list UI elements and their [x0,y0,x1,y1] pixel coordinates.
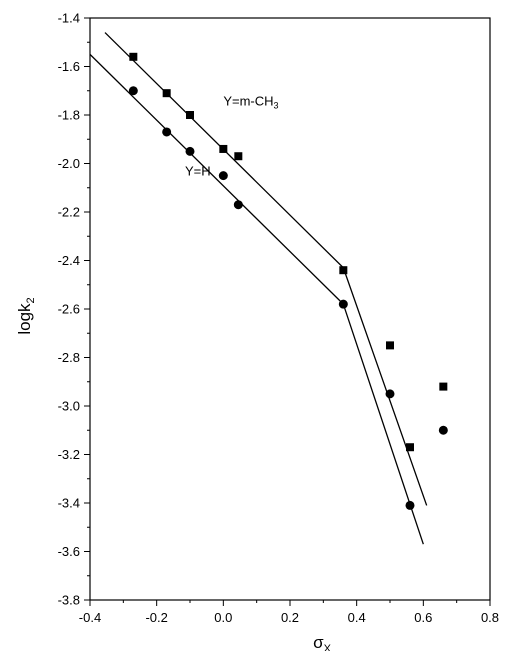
square-point [439,382,448,391]
x-tick-label: -0.2 [145,610,167,625]
circle-point [405,500,415,510]
square-point [234,152,243,161]
squares-fit-line [342,267,428,506]
y-tick-label: -2.0 [58,156,80,171]
x-tick-label: 0.4 [348,610,366,625]
y-tick-label: -3.4 [58,496,80,511]
x-tick-label: 0.2 [281,610,299,625]
x-tick-label: -0.4 [79,610,101,625]
square-point [129,52,138,61]
circle-point [162,127,172,137]
squares-series-label: Y=m-CH3 [223,93,278,110]
circles-series-label: Y=H [185,164,211,179]
plot-border [89,17,491,601]
y-tick-label: -1.4 [58,11,80,26]
y-tick-label: -1.8 [58,108,80,123]
y-tick-label: -2.8 [58,350,80,365]
y-tick-label: -3.2 [58,447,80,462]
x-axis-title: σX [313,633,332,651]
y-tick-label: -2.6 [58,302,80,317]
series-annotations: Y=m-CH3 Y=H [185,93,279,178]
circle-point [185,146,195,156]
x-axis-title-sub: X [324,643,332,651]
circles-series-label-main: Y=H [185,164,211,179]
square-point [219,144,228,153]
y-tick-label: -3.8 [58,593,80,608]
y-tick-label: -1.6 [58,59,80,74]
squares-series-label-main: Y=m-CH [223,93,273,108]
circle-point [218,171,228,181]
y-axis-title-main: logk [15,303,34,335]
x-axis-title-main: σ [313,633,324,651]
x-tick-label: 0.8 [481,610,499,625]
circles-fit-line [89,53,344,305]
y-tick-label: -2.4 [58,253,80,268]
square-point [406,443,414,452]
square-point [386,341,394,350]
x-tick-label: 0.6 [414,610,432,625]
square-point [162,89,171,98]
squares-series-label-sub: 3 [274,100,279,110]
plot-frame [89,17,491,601]
square-point [186,111,194,119]
square-point [339,266,348,275]
circle-point [128,86,138,96]
data-points [128,52,448,510]
y-axis-ticks: -3.8 -3.6 -3.4 -3.2 -3.0 -2.8 -2.6 -2.4 -2.2 -2.0… [58,11,90,608]
y-tick-label: -2.2 [58,205,80,220]
y-tick-label: -3.0 [58,399,80,414]
circle-point [233,200,243,210]
circle-point [385,389,395,399]
fit-lines [89,32,428,545]
circle-point [338,299,348,309]
x-axis-ticks: -0.4 -0.2 0.0 0.2 0.4 0.6 0.8 [79,600,499,625]
x-tick-label: 0.0 [214,610,232,625]
y-tick-label: -3.6 [58,544,80,559]
y-axis-title-sub: 2 [25,297,37,303]
circle-point [438,425,448,435]
y-axis-title: logk2 [15,297,37,334]
